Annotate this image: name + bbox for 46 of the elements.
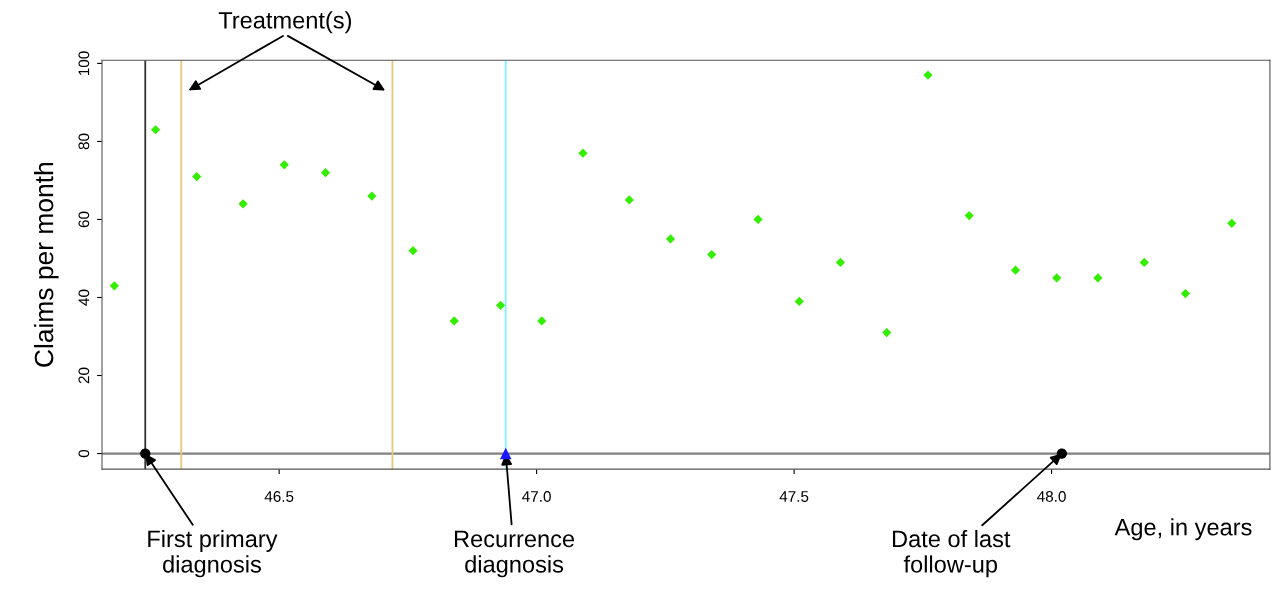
point bbox=[499, 447, 512, 460]
point bbox=[279, 160, 289, 170]
point bbox=[537, 316, 547, 326]
point bbox=[140, 448, 151, 459]
point bbox=[367, 191, 377, 201]
y-tick-label: 60 bbox=[78, 211, 90, 228]
point bbox=[1010, 265, 1021, 275]
point bbox=[707, 249, 717, 260]
point bbox=[1180, 288, 1191, 299]
annotation: Recurrence diagnosis bbox=[454, 530, 575, 578]
x-tick-label: 46.5 bbox=[264, 491, 294, 502]
point bbox=[495, 300, 506, 310]
point bbox=[1093, 273, 1103, 283]
point bbox=[408, 246, 418, 256]
x-tick-label: 47.5 bbox=[779, 491, 809, 502]
point bbox=[449, 316, 459, 326]
point bbox=[753, 214, 763, 225]
point bbox=[238, 199, 248, 209]
x-tick-label: 48.0 bbox=[1037, 491, 1066, 502]
point bbox=[320, 168, 331, 178]
point bbox=[1056, 448, 1068, 459]
point bbox=[192, 171, 202, 182]
annotation: Date of last follow-up bbox=[892, 529, 1011, 578]
point bbox=[1227, 218, 1237, 228]
text: Treatment(s) bbox=[218, 11, 352, 34]
point bbox=[578, 148, 588, 158]
point bbox=[150, 125, 161, 135]
y-tick-label: 40 bbox=[78, 289, 90, 306]
x-tick-label: 47.0 bbox=[522, 491, 551, 502]
point bbox=[882, 327, 892, 338]
point bbox=[665, 234, 676, 244]
y-axis-title: Claims per month bbox=[33, 163, 59, 367]
point bbox=[794, 296, 804, 306]
point bbox=[624, 195, 634, 205]
point bbox=[109, 281, 119, 291]
point bbox=[1052, 273, 1062, 283]
point bbox=[964, 210, 974, 221]
y-tick-label: 80 bbox=[78, 133, 90, 150]
y-tick-label: 100 bbox=[78, 51, 90, 75]
y-tick-label: 0 bbox=[78, 449, 90, 458]
point bbox=[835, 257, 846, 267]
x-axis-title: Age, in years bbox=[1114, 518, 1252, 541]
point bbox=[1139, 257, 1149, 267]
point bbox=[923, 70, 933, 80]
annotation: First primary diagnosis bbox=[148, 529, 278, 578]
y-tick-label: 20 bbox=[78, 367, 90, 384]
